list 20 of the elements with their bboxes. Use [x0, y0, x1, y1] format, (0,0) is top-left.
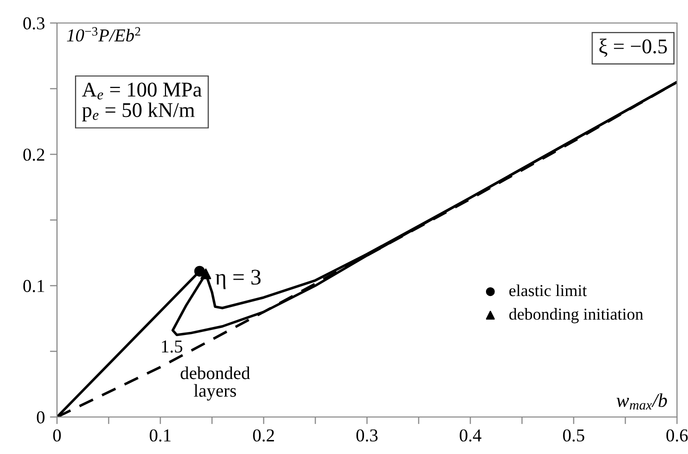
x-tick-label: 0.4	[460, 429, 482, 442]
x-axis-title: w$_{max}$/b	[616, 393, 667, 410]
x-tick-label: 0.6	[666, 429, 688, 442]
x-tick-label: 0.2	[253, 429, 274, 442]
y-tick-label: 0.3	[23, 17, 44, 30]
annotation: debonded layers	[180, 366, 250, 401]
legend-label: debonding initiation	[509, 308, 644, 324]
legend-label: elastic limit	[509, 284, 587, 296]
annotation: A$_{e}$ = 100 MPa p$_{e}$ = 50 kN/m	[82, 82, 202, 122]
y-axis-title: 10$^{−3}$P/Eb$^{2}$	[66, 27, 140, 42]
x-tick-label: 0.5	[563, 429, 584, 442]
annotation: η = 3	[215, 270, 261, 290]
annotation: ξ = −0.5	[599, 38, 667, 57]
annotation: 1.5	[162, 340, 182, 353]
x-tick-label: 0.1	[150, 429, 171, 442]
x-tick-label: 0.3	[356, 429, 378, 442]
y-tick-label: 0.2	[23, 148, 44, 161]
x-tick-label: 0	[53, 429, 61, 442]
y-tick-label: 0.1	[23, 280, 44, 292]
y-tick-label: 0	[36, 411, 45, 424]
